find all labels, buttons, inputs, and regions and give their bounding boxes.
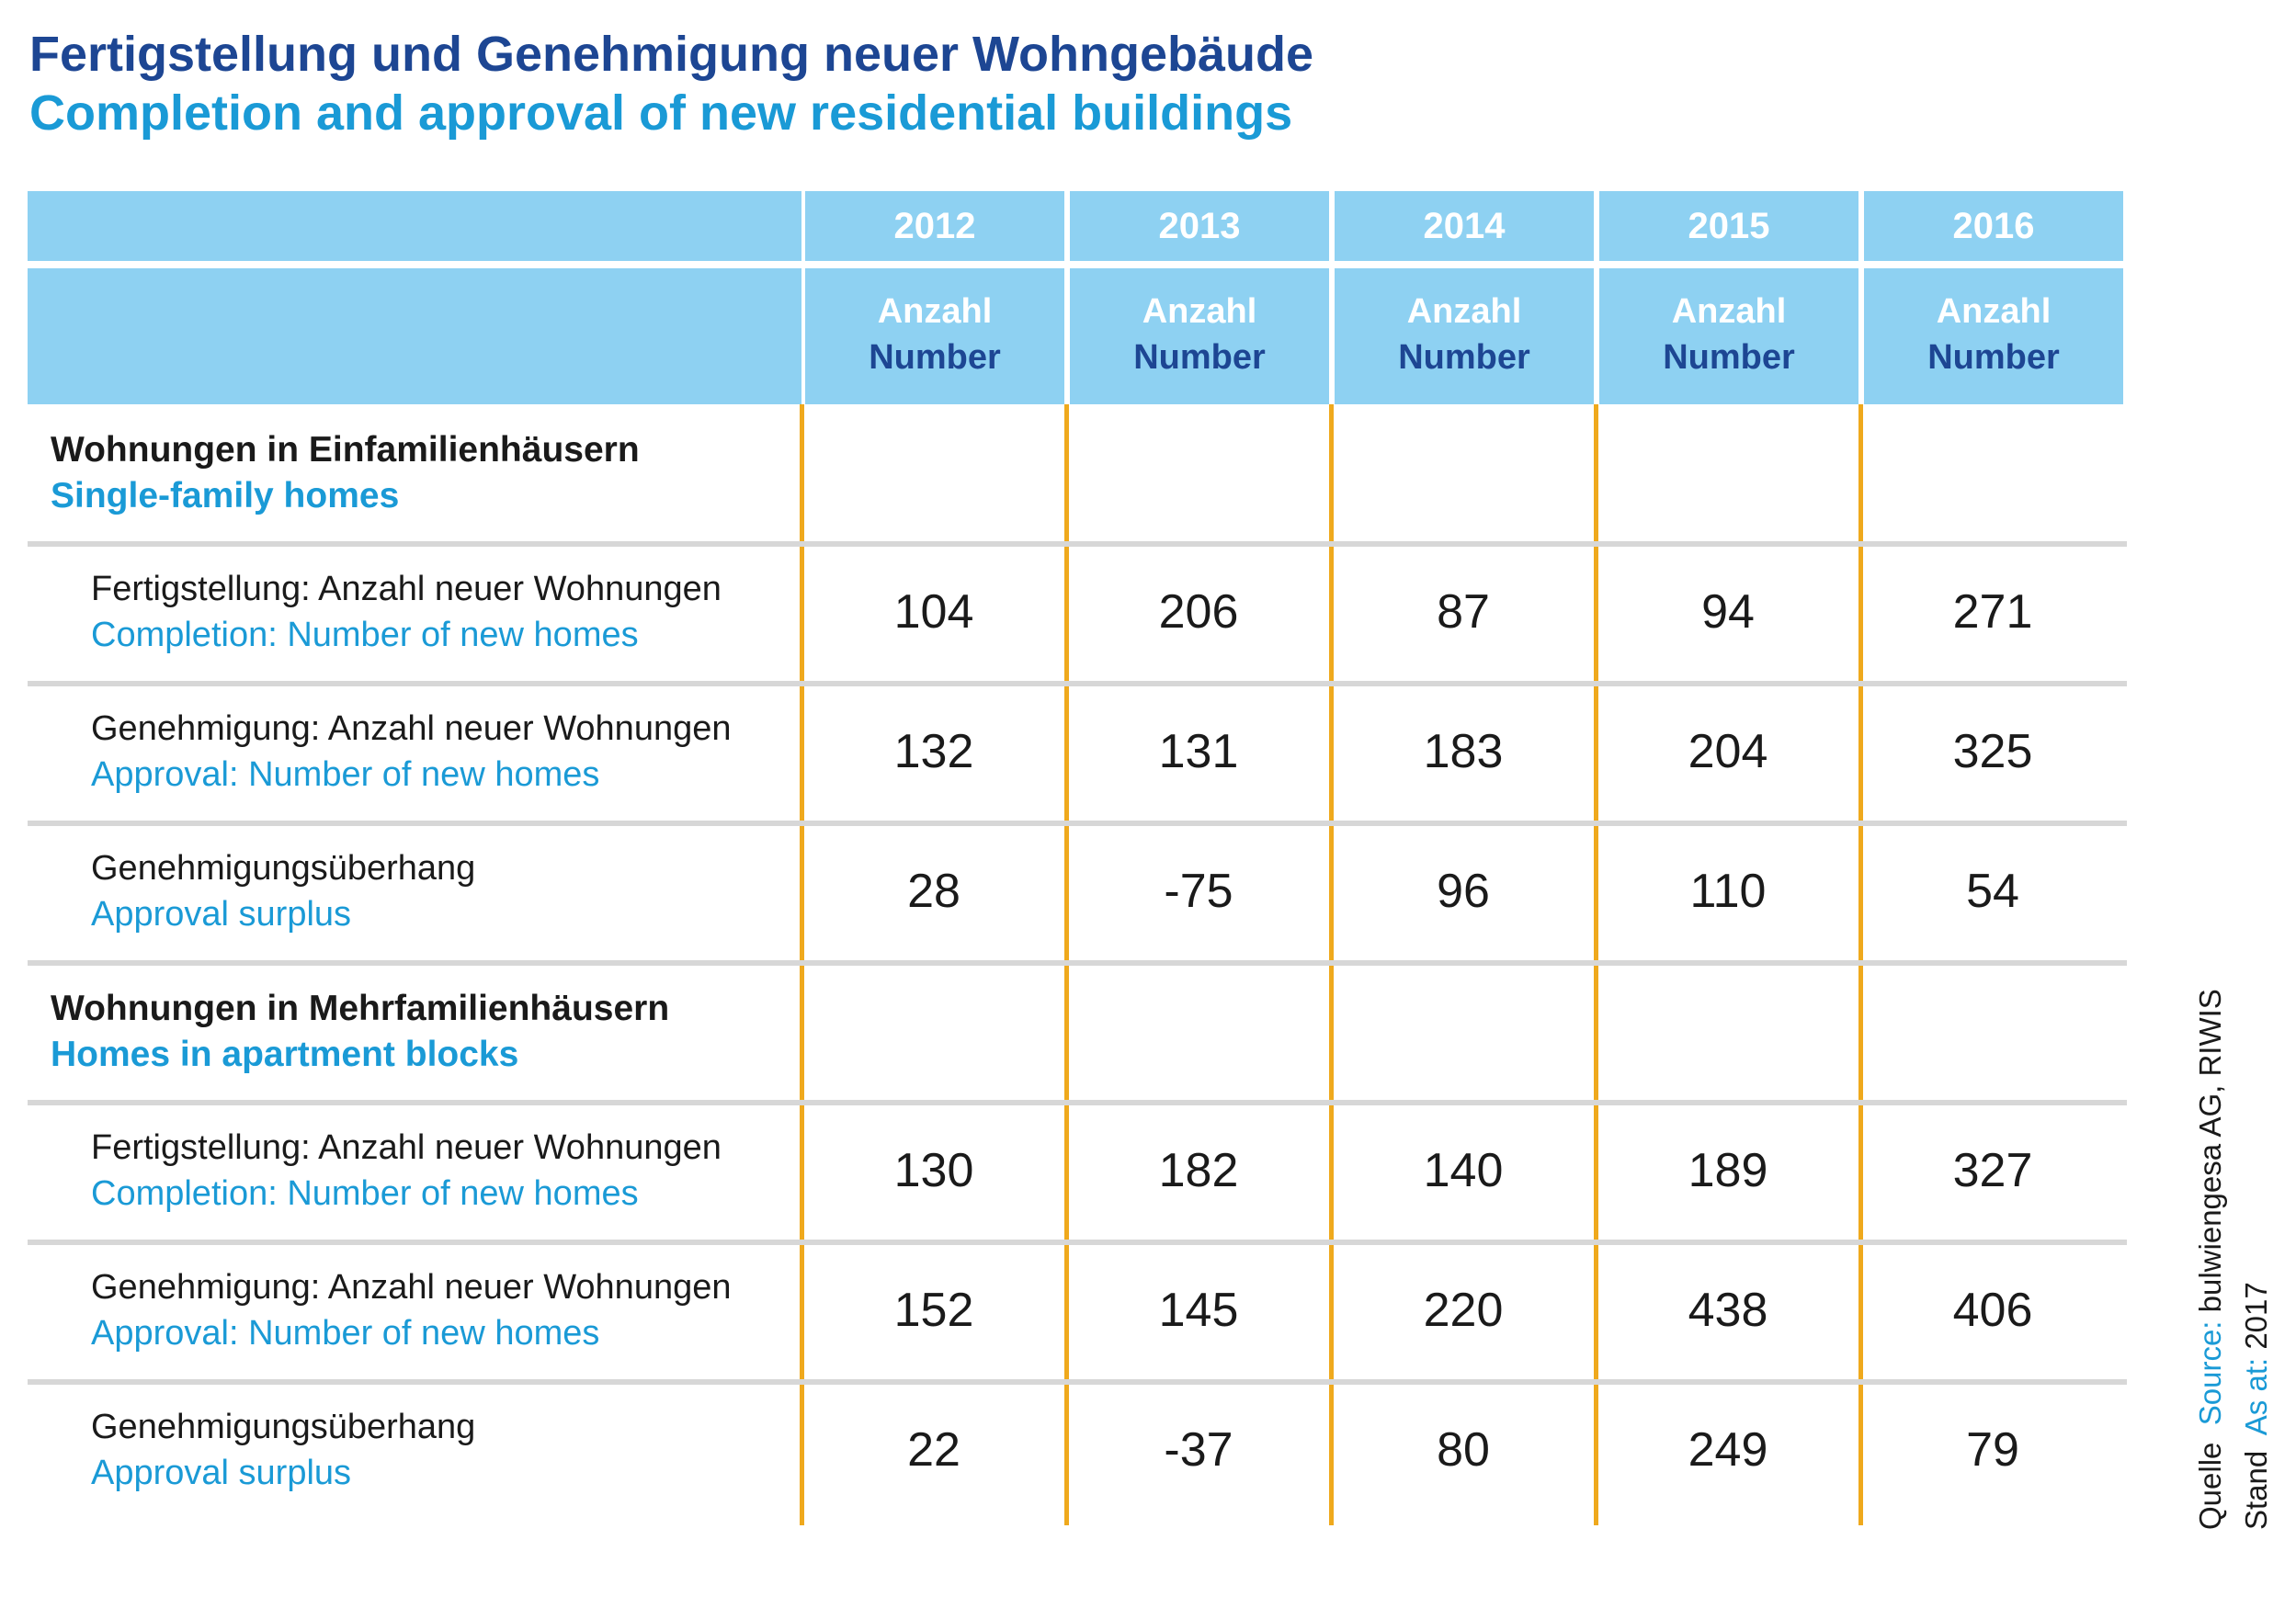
column-year: 2014 [1423,206,1506,246]
row-divider [28,541,2127,547]
header-year-cell [1335,191,1594,261]
column-unit-en: Number [1398,338,1530,377]
source-note: Quelle Source: bulwiengesa AG, RIWIS Sta… [2188,989,2279,1530]
table-cell-value: 110 [1689,865,1767,918]
source-label-de: Quelle [2193,1442,2227,1530]
table-cell-value: 249 [1688,1423,1768,1477]
row-label-de: Genehmigungsüberhang [91,849,476,888]
section-label-de: Wohnungen in Mehrfamilienhäusern [51,989,670,1028]
table-cell-value: 28 [907,865,960,918]
row-label-en: Approval: Number of new homes [91,755,600,794]
header-year-cell [805,191,1064,261]
column-year: 2015 [1688,206,1770,246]
row-divider [28,1100,2127,1105]
source-line: Quelle Source: bulwiengesa AG, RIWIS [2188,989,2233,1530]
row-label-en: Approval surplus [91,1454,352,1492]
table-cell-value: 406 [1952,1284,2033,1337]
table-cell-value: 132 [893,725,974,778]
table-cell-value: 96 [1437,865,1490,918]
table-cell-value: 87 [1437,585,1490,639]
table-cell-value: 130 [893,1144,974,1197]
table-cell-value: 94 [1701,585,1755,639]
column-unit-en: Number [1927,338,2060,377]
header-unit-cell [1864,268,2123,404]
section-label-en: Single-family homes [51,476,400,515]
date-value: 2017 [2239,1282,2273,1350]
column-year: 2012 [893,206,976,246]
row-label-en: Approval: Number of new homes [91,1314,600,1353]
row-label-de: Fertigstellung: Anzahl neuer Wohnungen [91,570,722,608]
table-cell-value: 79 [1966,1423,2019,1477]
table-cell-value: 183 [1423,725,1504,778]
table-cell-value: 438 [1688,1284,1768,1337]
table-cell-value: 131 [1158,725,1239,778]
row-divider [28,821,2127,826]
source-label-en: Source: [2193,1320,2227,1426]
header-unit-cell [1070,268,1329,404]
section-label-en: Homes in apartment blocks [51,1035,519,1074]
table-cell-value: 206 [1158,585,1239,639]
table-cell-value: 189 [1688,1144,1768,1197]
row-label-de: Genehmigung: Anzahl neuer Wohnungen [91,709,732,748]
header-year-cell [1864,191,2123,261]
table-cell-value: 325 [1952,725,2033,778]
header-year-cell [1599,191,1858,261]
column-unit-de: Anzahl [877,292,993,331]
column-year: 2016 [1952,206,2035,246]
column-unit-de: Anzahl [1671,292,1787,331]
row-divider [28,1379,2127,1385]
table-cell-value: 104 [893,585,974,639]
table-cell-value: 80 [1437,1423,1490,1477]
table-cell-value: 220 [1423,1284,1504,1337]
date-line: Stand As at: 2017 [2233,989,2279,1530]
row-label-de: Genehmigung: Anzahl neuer Wohnungen [91,1268,732,1307]
row-label-de: Genehmigungsüberhang [91,1408,476,1446]
column-unit-de: Anzahl [1936,292,2052,331]
section-label-de: Wohnungen in Einfamilienhäusern [51,430,640,470]
table-cell-value: 152 [893,1284,974,1337]
header-unit-cell [1599,268,1858,404]
title-english: Completion and approval of new residenti… [29,85,1293,141]
header-unit-cell [805,268,1064,404]
row-divider [28,960,2127,966]
table-cell-value: 145 [1158,1284,1239,1337]
table-cell-value: -75 [1164,865,1233,918]
column-unit-en: Number [1663,338,1795,377]
date-label-de: Stand [2239,1450,2273,1530]
table-cell-value: 204 [1688,725,1768,778]
column-unit-de: Anzahl [1142,292,1257,331]
table-cell-value: 271 [1952,585,2033,639]
column-unit-en: Number [1133,338,1266,377]
header-unit-cell [1335,268,1594,404]
column-year: 2013 [1158,206,1241,246]
table-cell-value: 22 [907,1423,960,1477]
header-year-label-cell [28,191,801,261]
title-german: Fertigstellung und Genehmigung neuer Woh… [29,27,1314,82]
header-unit-label-cell [28,268,801,404]
row-label-en: Completion: Number of new homes [91,616,639,654]
table-cell-value: 54 [1966,865,2019,918]
row-divider [28,681,2127,686]
column-unit-de: Anzahl [1406,292,1522,331]
row-label-en: Completion: Number of new homes [91,1174,639,1213]
row-label-de: Fertigstellung: Anzahl neuer Wohnungen [91,1128,722,1167]
table-cell-value: 182 [1158,1144,1239,1197]
row-label-en: Approval surplus [91,895,352,934]
table-cell-value: 327 [1952,1144,2033,1197]
column-unit-en: Number [869,338,1001,377]
header-year-cell [1070,191,1329,261]
date-label-en: As at: [2239,1357,2273,1436]
row-divider [28,1240,2127,1245]
table-cell-value: -37 [1164,1423,1233,1477]
source-value: bulwiengesa AG, RIWIS [2193,989,2227,1313]
table-cell-value: 140 [1423,1144,1504,1197]
